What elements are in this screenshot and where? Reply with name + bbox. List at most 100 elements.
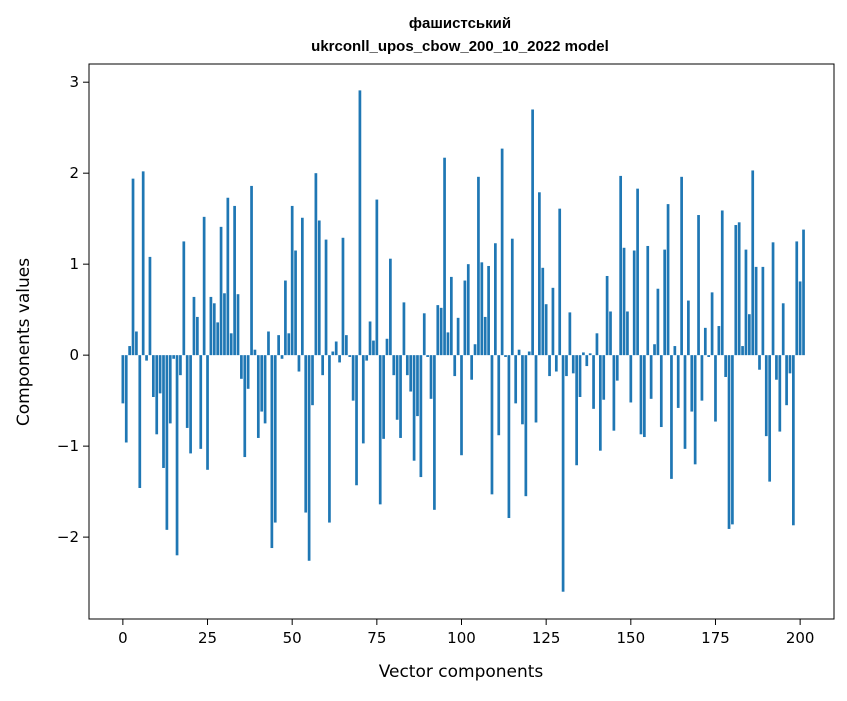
bar-1	[124, 355, 128, 443]
bar-32	[229, 333, 233, 356]
bar-97	[449, 276, 453, 356]
bar-146	[615, 355, 619, 381]
bar-165	[680, 176, 683, 356]
bar-158	[656, 288, 660, 356]
bar-174	[710, 292, 714, 356]
x-tick-label: 50	[283, 629, 302, 647]
bar-50	[290, 205, 294, 356]
bar-9	[151, 355, 155, 397]
bar-193	[775, 355, 778, 380]
bar-85	[409, 355, 413, 392]
bar-138	[588, 353, 592, 356]
bar-52	[297, 355, 301, 372]
bar-41	[260, 355, 264, 412]
bar-36	[243, 355, 247, 458]
bar-79	[389, 258, 392, 356]
bar-87	[416, 355, 419, 417]
bar-series	[121, 90, 805, 592]
bar-26	[209, 296, 213, 356]
bar-10	[155, 355, 159, 435]
bar-62	[331, 351, 335, 356]
bar-153	[639, 355, 643, 435]
bar-24	[202, 216, 206, 356]
bar-151	[632, 250, 636, 356]
bar-99	[456, 317, 460, 356]
bar-51	[294, 250, 297, 356]
bar-11	[158, 355, 162, 394]
bar-175	[714, 355, 717, 422]
bar-187	[754, 266, 758, 356]
bar-149	[626, 311, 629, 356]
x-axis-ticks: 0 25 50 75 100 125 150 175 200	[118, 619, 814, 647]
y-tick-label: 3	[69, 73, 79, 91]
bar-188	[758, 355, 761, 370]
y-tick-label: 0	[69, 346, 79, 364]
bar-137	[585, 355, 589, 367]
bar-135	[578, 355, 582, 397]
bar-131	[565, 355, 568, 377]
x-tick-label: 25	[198, 629, 217, 647]
bar-124	[541, 267, 545, 356]
bar-152	[636, 188, 639, 356]
bar-86	[412, 355, 416, 461]
bar-38	[250, 185, 253, 356]
bar-18	[182, 241, 186, 356]
bar-76	[378, 355, 382, 505]
bar-63	[334, 341, 338, 356]
bar-199	[795, 241, 799, 356]
bar-25	[206, 355, 209, 470]
bar-168	[690, 355, 694, 412]
bar-2	[128, 346, 131, 356]
y-axis-ticks: −2 −1 0 1 2 3	[57, 73, 89, 546]
bar-8	[148, 256, 152, 356]
bar-74	[372, 340, 375, 356]
bar-89	[422, 313, 426, 356]
bar-21	[192, 296, 196, 356]
plot-frame	[88, 63, 835, 620]
bar-173	[707, 355, 711, 357]
bar-30	[223, 293, 226, 356]
bar-144	[609, 311, 612, 356]
bar-46	[277, 335, 280, 356]
bar-133	[571, 355, 575, 374]
bar-49	[287, 333, 291, 356]
bar-7	[145, 355, 148, 361]
bar-58	[317, 220, 321, 356]
bar-29	[219, 226, 223, 356]
bar-103	[470, 355, 474, 380]
x-axis-label: Vector components	[379, 662, 544, 682]
bar-108	[487, 265, 490, 356]
bar-192	[771, 242, 775, 356]
bar-39	[253, 349, 257, 356]
bar-171	[700, 355, 704, 401]
bar-3	[131, 178, 135, 356]
bar-14	[168, 355, 172, 424]
bar-145	[612, 355, 616, 431]
bar-147	[619, 175, 623, 356]
bar-98	[453, 355, 457, 377]
bar-60	[324, 239, 328, 356]
bar-75	[375, 199, 379, 356]
bar-83	[402, 302, 406, 356]
bar-47	[280, 355, 284, 359]
bar-190	[764, 355, 768, 437]
bar-160	[663, 249, 667, 356]
bar-48	[284, 280, 287, 356]
bar-81	[395, 355, 399, 420]
bar-67	[348, 355, 352, 357]
bar-100	[460, 355, 463, 456]
bar-148	[622, 247, 626, 356]
bar-66	[345, 335, 348, 356]
bar-116	[514, 355, 518, 404]
bar-134	[575, 355, 578, 466]
bar-35	[240, 355, 243, 379]
bar-17	[179, 355, 182, 376]
bar-139	[592, 355, 595, 409]
bar-197	[788, 355, 792, 374]
bar-154	[643, 355, 646, 438]
bar-102	[466, 264, 470, 356]
bar-184	[744, 249, 748, 356]
bar-6	[141, 171, 145, 356]
